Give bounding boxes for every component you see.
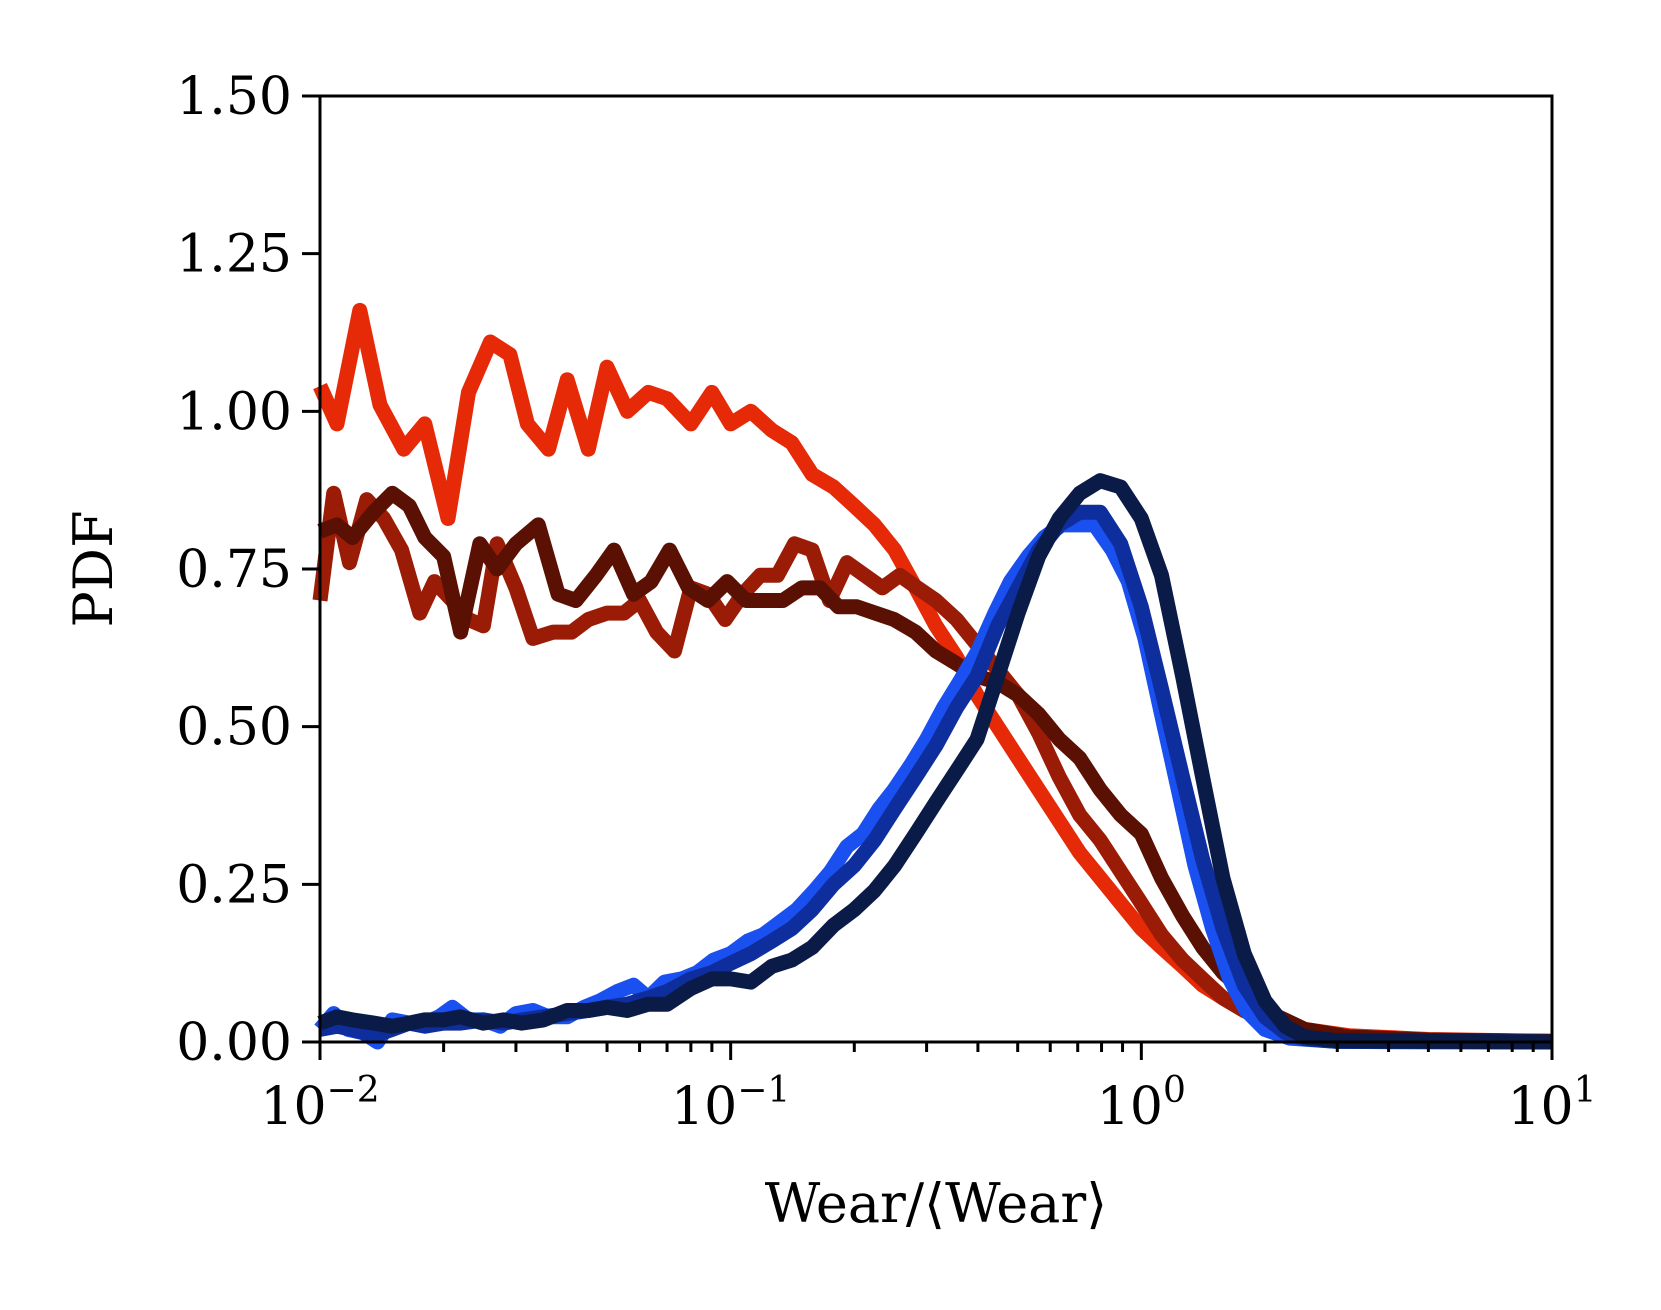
- series-line-red: [312, 485, 1553, 1049]
- y-tick-label: 0.00: [176, 1013, 292, 1073]
- x-tick-label: 101: [1507, 1070, 1596, 1137]
- series-layer: [312, 302, 1553, 1050]
- y-tick-label: 1.00: [176, 382, 292, 442]
- series-line-orange: [313, 302, 1553, 1049]
- y-tick-label: 1.25: [176, 225, 292, 285]
- x-tick-label: 10−2: [260, 1070, 379, 1137]
- x-tick-label: 10−1: [671, 1070, 790, 1137]
- series-line-dark-navy: [317, 473, 1553, 1050]
- ticks-layer: 0.00 0.25 0.50 0.75 1.00 1.25 1.50 10−2 10−1 100 1…: [176, 67, 1596, 1137]
- series-line-dark-red: [317, 485, 1553, 1049]
- y-tick-label: 0.75: [176, 540, 292, 600]
- y-tick-label: 0.25: [176, 855, 292, 915]
- x-axis-label: Wear/⟨Wear⟩: [765, 1172, 1107, 1235]
- x-tick-label: 100: [1097, 1070, 1186, 1137]
- y-tick-label: 1.50: [176, 67, 292, 127]
- y-axis-label: PDF: [62, 510, 125, 627]
- y-tick-label: 0.50: [176, 698, 292, 758]
